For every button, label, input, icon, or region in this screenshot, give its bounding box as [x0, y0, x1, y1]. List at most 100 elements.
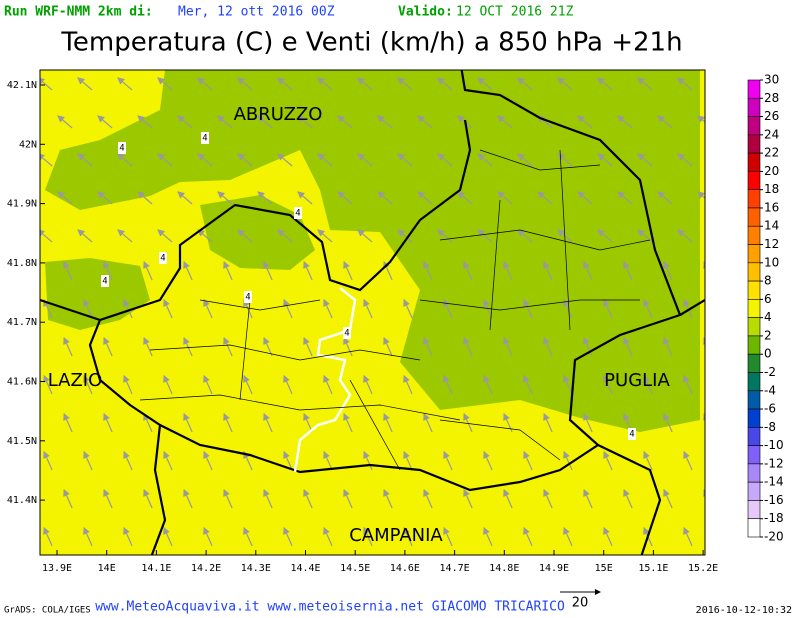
title: Temperatura (C) e Venti (km/h) a 850 hPa…	[60, 28, 682, 58]
wind-arrow	[663, 488, 673, 509]
wind-arrow	[677, 77, 693, 91]
lon-label: 15E	[595, 563, 613, 574]
colorbar-label: 18	[764, 182, 779, 196]
colorbar-label: 28	[764, 91, 779, 105]
wind-arrow	[117, 153, 133, 167]
colorbar-box	[747, 481, 761, 501]
colorbar-box	[747, 244, 761, 264]
lon-label: 13.9E	[42, 563, 72, 574]
wind-arrow	[383, 412, 393, 433]
wind-arrow	[457, 191, 473, 205]
wind-arrow	[163, 374, 173, 395]
wind-arrow	[583, 488, 593, 509]
wind-arrow	[43, 526, 53, 547]
wind-arrow	[383, 336, 393, 357]
wind-arrow	[363, 526, 373, 547]
wind-arrow	[123, 450, 133, 471]
colorbar-box	[747, 427, 761, 446]
wind-arrow	[343, 336, 353, 357]
wind-arrow	[643, 450, 653, 471]
wind-arrow	[57, 115, 73, 129]
lon-label: 14.9E	[539, 563, 569, 574]
wind-arrow	[163, 298, 173, 319]
wind-arrow	[397, 77, 413, 91]
wind-arrow	[597, 229, 613, 243]
colorbar-box	[747, 390, 761, 410]
wind-arrow	[163, 450, 173, 471]
colorbar-box	[747, 335, 761, 355]
wind-arrow	[263, 488, 273, 509]
wind-arrow	[323, 450, 333, 471]
contour-label-bg	[343, 327, 351, 339]
colorbar-box	[747, 171, 761, 190]
wind-arrow	[603, 374, 613, 395]
colorbar-label: 0	[764, 347, 772, 361]
wind-arrow	[697, 115, 705, 123]
wind-arrow	[557, 77, 573, 91]
wind-arrow	[463, 488, 473, 509]
wind-arrow	[543, 412, 553, 433]
wind-arrow	[63, 260, 73, 281]
contour-label: 4	[344, 329, 349, 339]
wind-arrow	[303, 412, 313, 433]
wind-arrow	[323, 298, 333, 319]
lon-label: 14.8E	[489, 563, 519, 574]
contour-label-bg	[118, 142, 126, 154]
wind-reference: 20	[572, 596, 589, 611]
colorbar-label: 26	[764, 109, 779, 123]
wind-arrow	[683, 374, 693, 395]
wind-arrow	[443, 450, 453, 471]
wind-arrow	[603, 298, 613, 319]
wind-arrow	[577, 191, 593, 205]
wind-arrow	[657, 191, 673, 205]
wind-arrow	[677, 153, 693, 167]
wind-arrow	[317, 153, 333, 167]
colorbar-label: -6	[764, 402, 776, 416]
wind-arrow	[397, 153, 413, 167]
wind-arrow	[463, 412, 473, 433]
wind-arrow	[477, 77, 493, 91]
wind-arrow	[217, 191, 233, 205]
wind-arrow	[577, 115, 593, 129]
wind-arrow	[497, 191, 513, 205]
wind-arrow	[503, 260, 513, 281]
wind-arrow	[643, 374, 653, 395]
wind-arrow	[663, 412, 673, 433]
wind-arrow	[503, 336, 513, 357]
wind-arrow	[143, 260, 153, 281]
wind-arrow	[143, 488, 153, 509]
wind-arrow	[417, 191, 433, 205]
wind-arrow	[203, 450, 213, 471]
wind-arrow	[517, 229, 533, 243]
wind-arrow	[257, 115, 273, 129]
wind-arrow	[223, 336, 233, 357]
wind-arrow	[583, 412, 593, 433]
region-border	[40, 298, 705, 555]
wind-arrow	[277, 77, 293, 91]
lon-label: 14E	[98, 563, 116, 574]
wind-arrow	[523, 450, 533, 471]
wind-arrows	[40, 77, 705, 547]
contour-label: 4	[160, 254, 165, 264]
wind-arrow	[103, 260, 113, 281]
wind-arrow	[623, 336, 633, 357]
contour-label-bg	[294, 207, 302, 219]
wind-arrow	[443, 374, 453, 395]
wind-arrow	[483, 526, 493, 547]
province-border	[293, 287, 357, 473]
wind-arrow	[263, 412, 273, 433]
wind-arrow	[377, 115, 393, 129]
colorbar-box	[747, 500, 761, 520]
wind-arrow	[243, 526, 253, 547]
colorbar-label: -18	[764, 511, 784, 525]
colorbar-label: -14	[764, 475, 784, 489]
wind-arrow	[397, 229, 413, 243]
wind-arrow	[277, 229, 293, 243]
lat-label: 42N	[19, 139, 37, 150]
wind-arrow	[303, 260, 313, 281]
wind-arrow	[343, 412, 353, 433]
lon-label: 14.4E	[290, 563, 320, 574]
colorbar-box	[747, 152, 761, 172]
lat-label: 41.6N	[7, 377, 37, 388]
wind-arrow	[317, 229, 333, 243]
